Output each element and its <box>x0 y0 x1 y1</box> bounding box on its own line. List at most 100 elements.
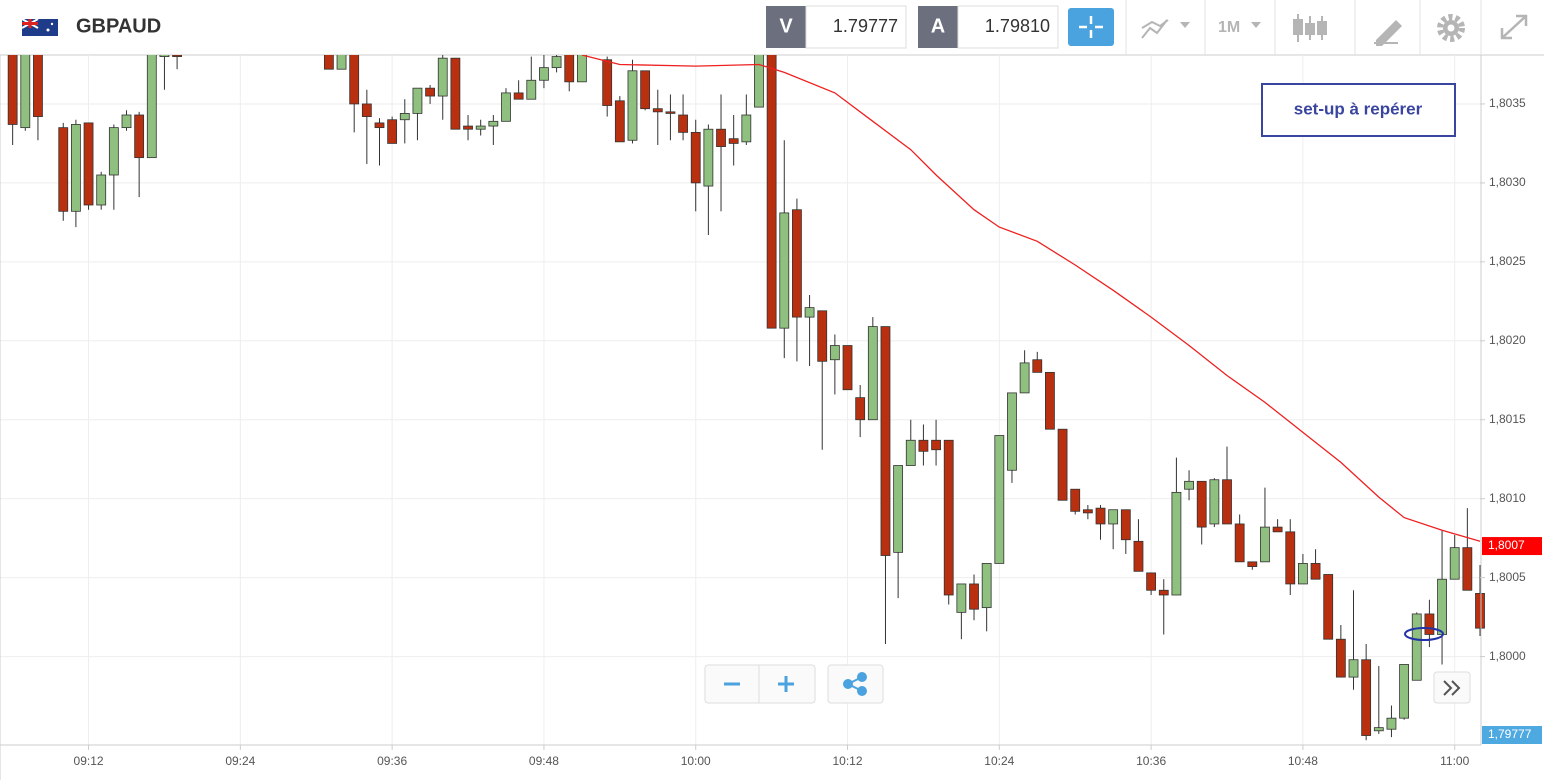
candle-body <box>678 114 688 133</box>
candle-body <box>488 120 499 127</box>
candle-body <box>1146 572 1157 591</box>
candle-body <box>754 55 764 108</box>
candle-body <box>576 55 587 83</box>
candle-body <box>1462 547 1473 591</box>
settings-button[interactable] <box>1437 14 1465 42</box>
candle-body <box>880 326 891 556</box>
candle-body <box>501 92 511 122</box>
candle-body <box>1424 613 1435 635</box>
price-tag-label: 1,8007 <box>1488 538 1525 552</box>
candle-body <box>58 127 69 212</box>
candle-body <box>792 209 802 318</box>
candle-body <box>842 345 853 391</box>
candle-body <box>716 128 726 147</box>
zoom-in-button[interactable] <box>778 676 794 692</box>
candle-body <box>703 128 714 187</box>
candle-body <box>1285 531 1296 585</box>
candle-body <box>1158 589 1169 596</box>
candle-body <box>475 125 486 130</box>
sell-label: V <box>779 15 793 37</box>
candle-body <box>437 57 448 97</box>
candle-body <box>1209 479 1220 525</box>
timeframe-caret <box>1251 22 1261 28</box>
candle-body <box>1184 480 1194 490</box>
x-tick-label: 10:24 <box>984 754 1014 768</box>
candle-body <box>1411 613 1422 681</box>
timeframe[interactable]: 1M <box>1218 19 1240 36</box>
candle-body <box>83 122 94 206</box>
candle-body <box>893 465 904 553</box>
candle-body <box>981 563 992 609</box>
candle-body <box>1310 563 1321 580</box>
candle-body <box>564 55 575 83</box>
candle-body <box>1399 664 1410 719</box>
y-tick-label: 1,8005 <box>1489 570 1526 584</box>
x-tick-label: 10:12 <box>833 754 863 768</box>
y-tick-label: 1,8015 <box>1489 412 1526 426</box>
fullscreen-button[interactable] <box>1500 14 1528 40</box>
candle-body <box>627 70 638 141</box>
candle-body <box>1475 593 1485 629</box>
sell-price: 1.79777 <box>833 16 898 36</box>
candle-body <box>412 87 423 114</box>
candle-body <box>728 138 739 144</box>
y-tick-label: 1,8020 <box>1489 333 1526 347</box>
candle-body <box>425 87 435 97</box>
candle-body <box>1032 359 1043 373</box>
candle-body <box>1095 507 1106 525</box>
candle-body <box>1260 526 1270 563</box>
highlight-ellipse <box>1404 627 1444 641</box>
candle-body <box>70 124 81 212</box>
scroll-right-button[interactable] <box>1433 671 1471 704</box>
crosshair-button[interactable] <box>1068 8 1114 46</box>
candle-body <box>1120 509 1131 541</box>
candle-body <box>134 114 145 159</box>
annotation: set-up à repérer <box>1294 99 1423 118</box>
candle-body <box>450 57 461 130</box>
candle-body <box>1196 480 1207 528</box>
candles-button[interactable] <box>1293 14 1327 42</box>
candle-body <box>690 131 701 184</box>
candle-body <box>1070 488 1081 512</box>
buy-price-box[interactable] <box>957 5 1059 49</box>
price-tag <box>1482 726 1542 744</box>
candle-body <box>829 345 840 361</box>
candle-body <box>1272 526 1283 533</box>
candle-body <box>172 55 182 57</box>
candle-body <box>33 55 43 117</box>
candle-body <box>1171 491 1182 596</box>
candle-body <box>905 439 916 466</box>
buy-label-box[interactable] <box>918 6 958 48</box>
chart-type-button[interactable] <box>1141 19 1190 39</box>
candle-body <box>146 55 157 159</box>
annotation-box <box>1261 83 1456 137</box>
candle-body <box>96 174 107 206</box>
candle-body <box>374 122 385 129</box>
draw-button[interactable] <box>1374 20 1402 46</box>
sell-price-box[interactable] <box>805 5 907 49</box>
candle-body <box>855 397 866 421</box>
candle-body <box>349 55 360 105</box>
candle-body <box>918 439 929 452</box>
y-tick-label: 1,8025 <box>1489 254 1526 268</box>
candle-body <box>867 326 878 421</box>
toolbar-separators <box>1125 0 1482 55</box>
candle-body <box>943 439 954 596</box>
x-tick-label: 09:36 <box>377 754 407 768</box>
candle-body <box>779 212 790 329</box>
candle-body <box>1108 509 1119 525</box>
candle-body <box>1133 540 1144 572</box>
candle-body <box>361 103 372 117</box>
candle-body <box>1057 428 1068 501</box>
candle-body <box>7 55 18 125</box>
candle-body <box>323 55 334 70</box>
x-tick-label: 10:36 <box>1136 754 1166 768</box>
sell-label-box[interactable] <box>766 6 806 48</box>
candle-body <box>741 114 752 143</box>
share-button[interactable] <box>843 672 867 696</box>
candle-body <box>994 435 1005 564</box>
candle-body <box>1348 659 1359 678</box>
candle-body <box>387 119 398 144</box>
